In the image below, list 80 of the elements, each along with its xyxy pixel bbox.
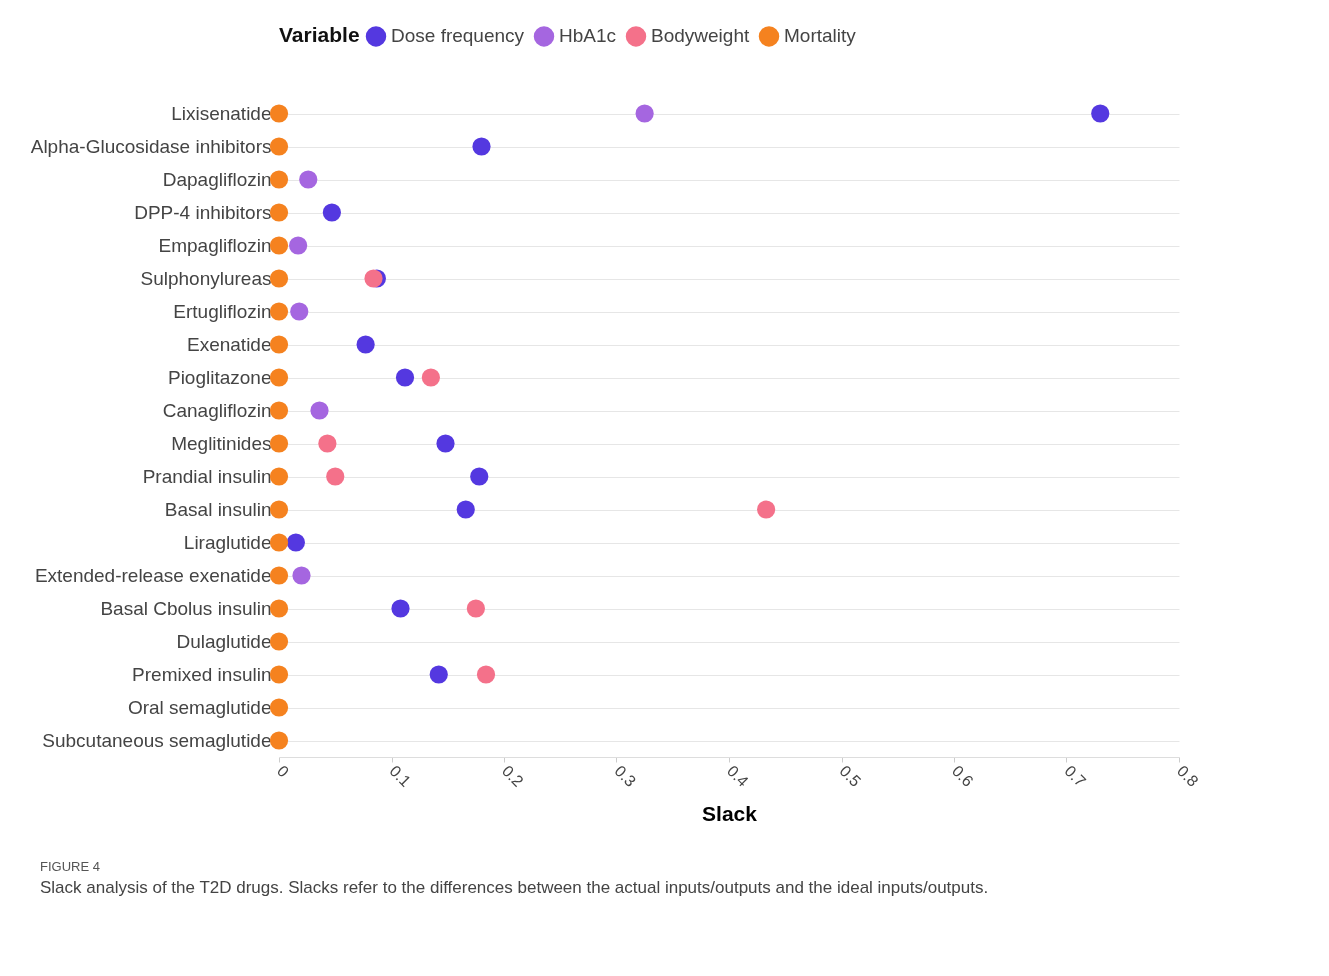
point bbox=[635, 104, 654, 123]
point bbox=[269, 401, 289, 420]
y-tick-label: Lixisenatide bbox=[171, 103, 272, 124]
point bbox=[322, 203, 341, 222]
point bbox=[269, 500, 289, 519]
point bbox=[269, 137, 289, 156]
y-tick-label: Empagliflozin bbox=[158, 235, 272, 256]
x-tick-label: 0.2 bbox=[498, 762, 527, 790]
point bbox=[466, 599, 485, 618]
point bbox=[318, 434, 337, 453]
x-axis-title: Slack bbox=[702, 801, 758, 825]
point bbox=[476, 665, 496, 684]
y-tick-label: Pioglitazone bbox=[167, 367, 272, 388]
point bbox=[356, 335, 375, 354]
legend-label: HbA1c bbox=[559, 25, 617, 47]
point bbox=[269, 698, 289, 717]
point bbox=[757, 500, 776, 519]
text: Slack analysis of the T2D drugs. Slacks refer to the differences between the actual inputs/outputs and the ideal inputs/outputs. bbox=[40, 878, 990, 898]
point bbox=[269, 269, 289, 288]
point bbox=[269, 236, 289, 255]
y-tick-label: Prandial insulin bbox=[142, 466, 272, 487]
x-tick-label: 0.8 bbox=[1173, 762, 1202, 790]
y-tick-label: Alpha-Glucosidase inhibitors bbox=[30, 136, 272, 157]
x-tick-label: 0 bbox=[273, 762, 293, 781]
point bbox=[292, 566, 311, 585]
y-tick-label: Sulphonylureas bbox=[140, 268, 272, 289]
legend-label: Mortality bbox=[784, 25, 857, 47]
point bbox=[470, 467, 489, 486]
point bbox=[269, 302, 289, 321]
point bbox=[269, 599, 289, 618]
point bbox=[1091, 104, 1110, 123]
y-tick-label: Canagliflozin bbox=[162, 400, 272, 421]
y-tick-label: Basal Cbolus insulin bbox=[100, 598, 272, 619]
y-tick-label: Premixed insulin bbox=[132, 664, 272, 685]
point bbox=[310, 401, 329, 420]
x-tick-label: 0.6 bbox=[948, 762, 977, 790]
x-tick-label: 0.4 bbox=[723, 762, 752, 790]
y-tick-label: Oral semaglutide bbox=[127, 697, 272, 718]
point bbox=[395, 368, 415, 387]
x-tick-label: 0.7 bbox=[1061, 762, 1090, 790]
x-tick-label: 0.1 bbox=[386, 762, 415, 790]
y-tick-label: Basal insulin bbox=[164, 499, 272, 520]
legend-label: Dose frequency bbox=[391, 25, 525, 47]
point bbox=[299, 170, 318, 189]
y-tick-label: Dulaglutide bbox=[176, 631, 272, 652]
point bbox=[269, 335, 289, 354]
caption: FIGURE 4 bbox=[40, 859, 101, 874]
point bbox=[326, 467, 345, 486]
point bbox=[289, 236, 308, 255]
x-tick-label: 0.5 bbox=[836, 762, 865, 790]
point bbox=[472, 137, 491, 156]
point bbox=[391, 599, 410, 618]
point bbox=[269, 731, 289, 750]
y-tick-label: Meglitinides bbox=[171, 433, 272, 454]
x-tick-label: 0.3 bbox=[611, 762, 640, 790]
y-tick-label: Ertugliflozin bbox=[173, 301, 272, 322]
point bbox=[269, 104, 289, 123]
point bbox=[421, 368, 440, 387]
point bbox=[269, 632, 289, 651]
legend-title: Variable bbox=[279, 23, 360, 46]
point bbox=[436, 434, 455, 453]
y-tick-label: Dapagliflozin bbox=[162, 169, 272, 190]
y-tick-label: Extended-release exenatide bbox=[34, 565, 272, 586]
point bbox=[456, 500, 475, 519]
y-tick-label: DPP-4 inhibitors bbox=[134, 202, 272, 223]
y-tick-label: Subcutaneous semaglutide bbox=[42, 730, 272, 751]
point bbox=[290, 302, 309, 321]
point bbox=[269, 434, 289, 453]
point bbox=[269, 203, 289, 222]
point bbox=[286, 533, 305, 552]
y-tick-label: Liraglutide bbox=[183, 532, 272, 553]
point bbox=[269, 170, 289, 189]
point bbox=[269, 467, 289, 486]
y-tick-label: Exenatide bbox=[186, 334, 272, 355]
point bbox=[269, 533, 289, 552]
point bbox=[269, 665, 289, 684]
point bbox=[429, 665, 448, 684]
legend-label: Bodyweight bbox=[651, 25, 750, 47]
point bbox=[269, 566, 289, 585]
point bbox=[269, 368, 289, 387]
